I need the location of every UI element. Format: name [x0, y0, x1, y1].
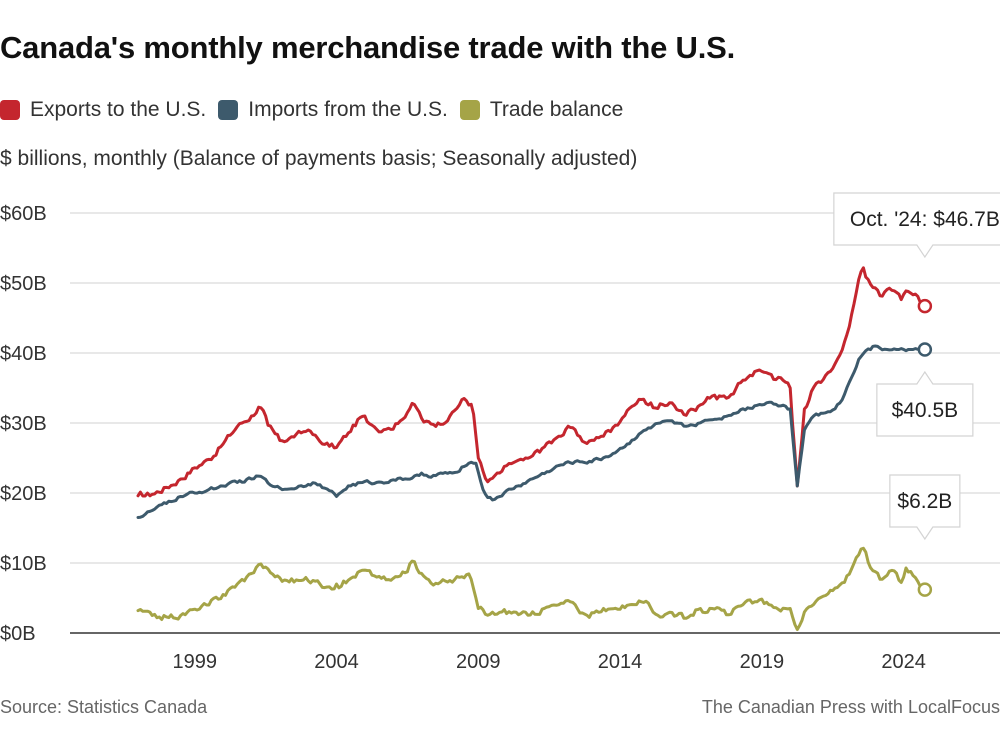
- y-tick-label: $60B: [0, 203, 47, 225]
- source-note: Source: Statistics Canada: [0, 697, 208, 717]
- legend-item-exports[interactable]: Exports to the U.S.: [0, 98, 206, 122]
- x-tick-label: 2009: [456, 651, 501, 673]
- callout-exports: Oct. '24: $46.7B: [833, 192, 1000, 259]
- chart-subtitle: $ billions, monthly (Balance of payments…: [0, 147, 638, 170]
- y-tick-label: $40B: [0, 343, 47, 365]
- y-tick-label: $50B: [0, 273, 47, 295]
- x-tick-label: 1999: [173, 651, 218, 673]
- series-layer: [136, 266, 933, 631]
- end-marker-imports: [917, 342, 933, 357]
- callout-box-exports: [833, 192, 1000, 259]
- legend-swatch-exports: [0, 100, 20, 120]
- legend-swatch-imports: [218, 100, 239, 120]
- legend-swatch-balance: [459, 100, 480, 120]
- series-line-exports: [136, 266, 927, 498]
- callout-balance: $6.2B: [889, 474, 961, 541]
- callout-layer: Oct. '24: $46.7B $40.5B $6.2B: [833, 192, 1000, 541]
- series-line-imports: [136, 344, 927, 519]
- trade-line-chart: $0B $10B $20B $30B $40B $50B $60B 1999 2004 2009 2…: [0, 192, 1000, 673]
- callout-box-imports: [876, 370, 974, 437]
- legend-item-balance[interactable]: Trade balance: [459, 98, 624, 122]
- end-marker-exports: [917, 298, 933, 314]
- legend-label-exports: Exports to the U.S.: [30, 98, 207, 121]
- chart-title: Canada's monthly merchandise trade with …: [0, 30, 736, 65]
- y-tick-label: $30B: [0, 413, 47, 435]
- y-tick-label: $20B: [0, 483, 47, 505]
- legend-label-imports: Imports from the U.S.: [248, 98, 448, 121]
- x-tick-label: 2024: [881, 651, 926, 673]
- y-tick-label: $10B: [0, 553, 47, 575]
- callout-label-exports: Oct. '24: $46.7B: [850, 208, 1000, 231]
- callout-label-balance: $6.2B: [897, 490, 952, 513]
- y-tick-label: $0B: [0, 623, 36, 645]
- legend-item-imports[interactable]: Imports from the U.S.: [218, 98, 448, 122]
- series-line-balance: [136, 546, 927, 631]
- callout-imports: $40.5B: [876, 370, 974, 437]
- callout-label-imports: $40.5B: [892, 399, 959, 422]
- x-tick-label: 2019: [740, 651, 785, 673]
- callout-box-balance: [889, 474, 961, 541]
- x-tick-label: 2004: [314, 651, 359, 673]
- legend-label-balance: Trade balance: [489, 98, 624, 121]
- end-marker-balance: [917, 582, 933, 597]
- legend: Exports to the U.S. Imports from the U.S…: [0, 98, 635, 122]
- credit-note: The Canadian Press with LocalFocus: [701, 697, 1000, 717]
- grid-layer: $0B $10B $20B $30B $40B $50B $60B 1999 2004 2009 2…: [0, 203, 1000, 673]
- x-tick-label: 2014: [598, 651, 643, 673]
